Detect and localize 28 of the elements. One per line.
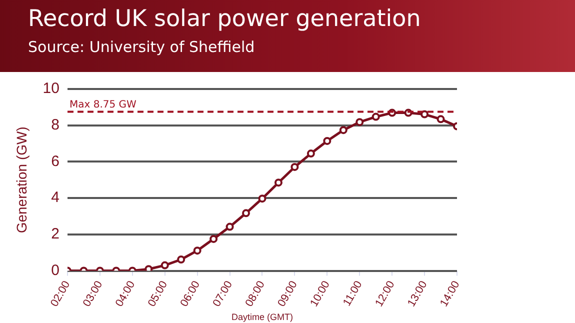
y-tick-label: 6 <box>51 152 60 170</box>
ref-line-label: Max 8.75 GW <box>69 99 137 110</box>
point <box>274 178 282 187</box>
point <box>306 150 315 158</box>
point <box>436 115 445 124</box>
point <box>290 162 299 171</box>
point <box>356 118 364 126</box>
chart-subtitle: Source: University of Sheffield <box>28 37 256 56</box>
point <box>372 112 380 121</box>
y-tick-label: 2 <box>51 226 60 243</box>
point <box>242 209 250 218</box>
point <box>420 110 429 118</box>
point <box>323 136 332 145</box>
y-axis-title: Generation (GW) <box>13 126 30 234</box>
point <box>210 234 218 243</box>
point <box>226 222 234 231</box>
point <box>193 246 202 255</box>
y-tick-label: 0 <box>51 262 60 279</box>
y-tick-label: 10 <box>42 80 60 98</box>
chart-title: Record UK solar power generation <box>28 5 422 32</box>
x-axis-title: Daytime (GMT) <box>231 312 293 322</box>
y-tick-label: 4 <box>51 189 60 206</box>
point <box>160 261 169 270</box>
y-tick-label: 8 <box>51 116 60 134</box>
point <box>258 194 266 203</box>
point <box>177 255 186 264</box>
point <box>339 126 348 134</box>
point <box>144 265 153 271</box>
